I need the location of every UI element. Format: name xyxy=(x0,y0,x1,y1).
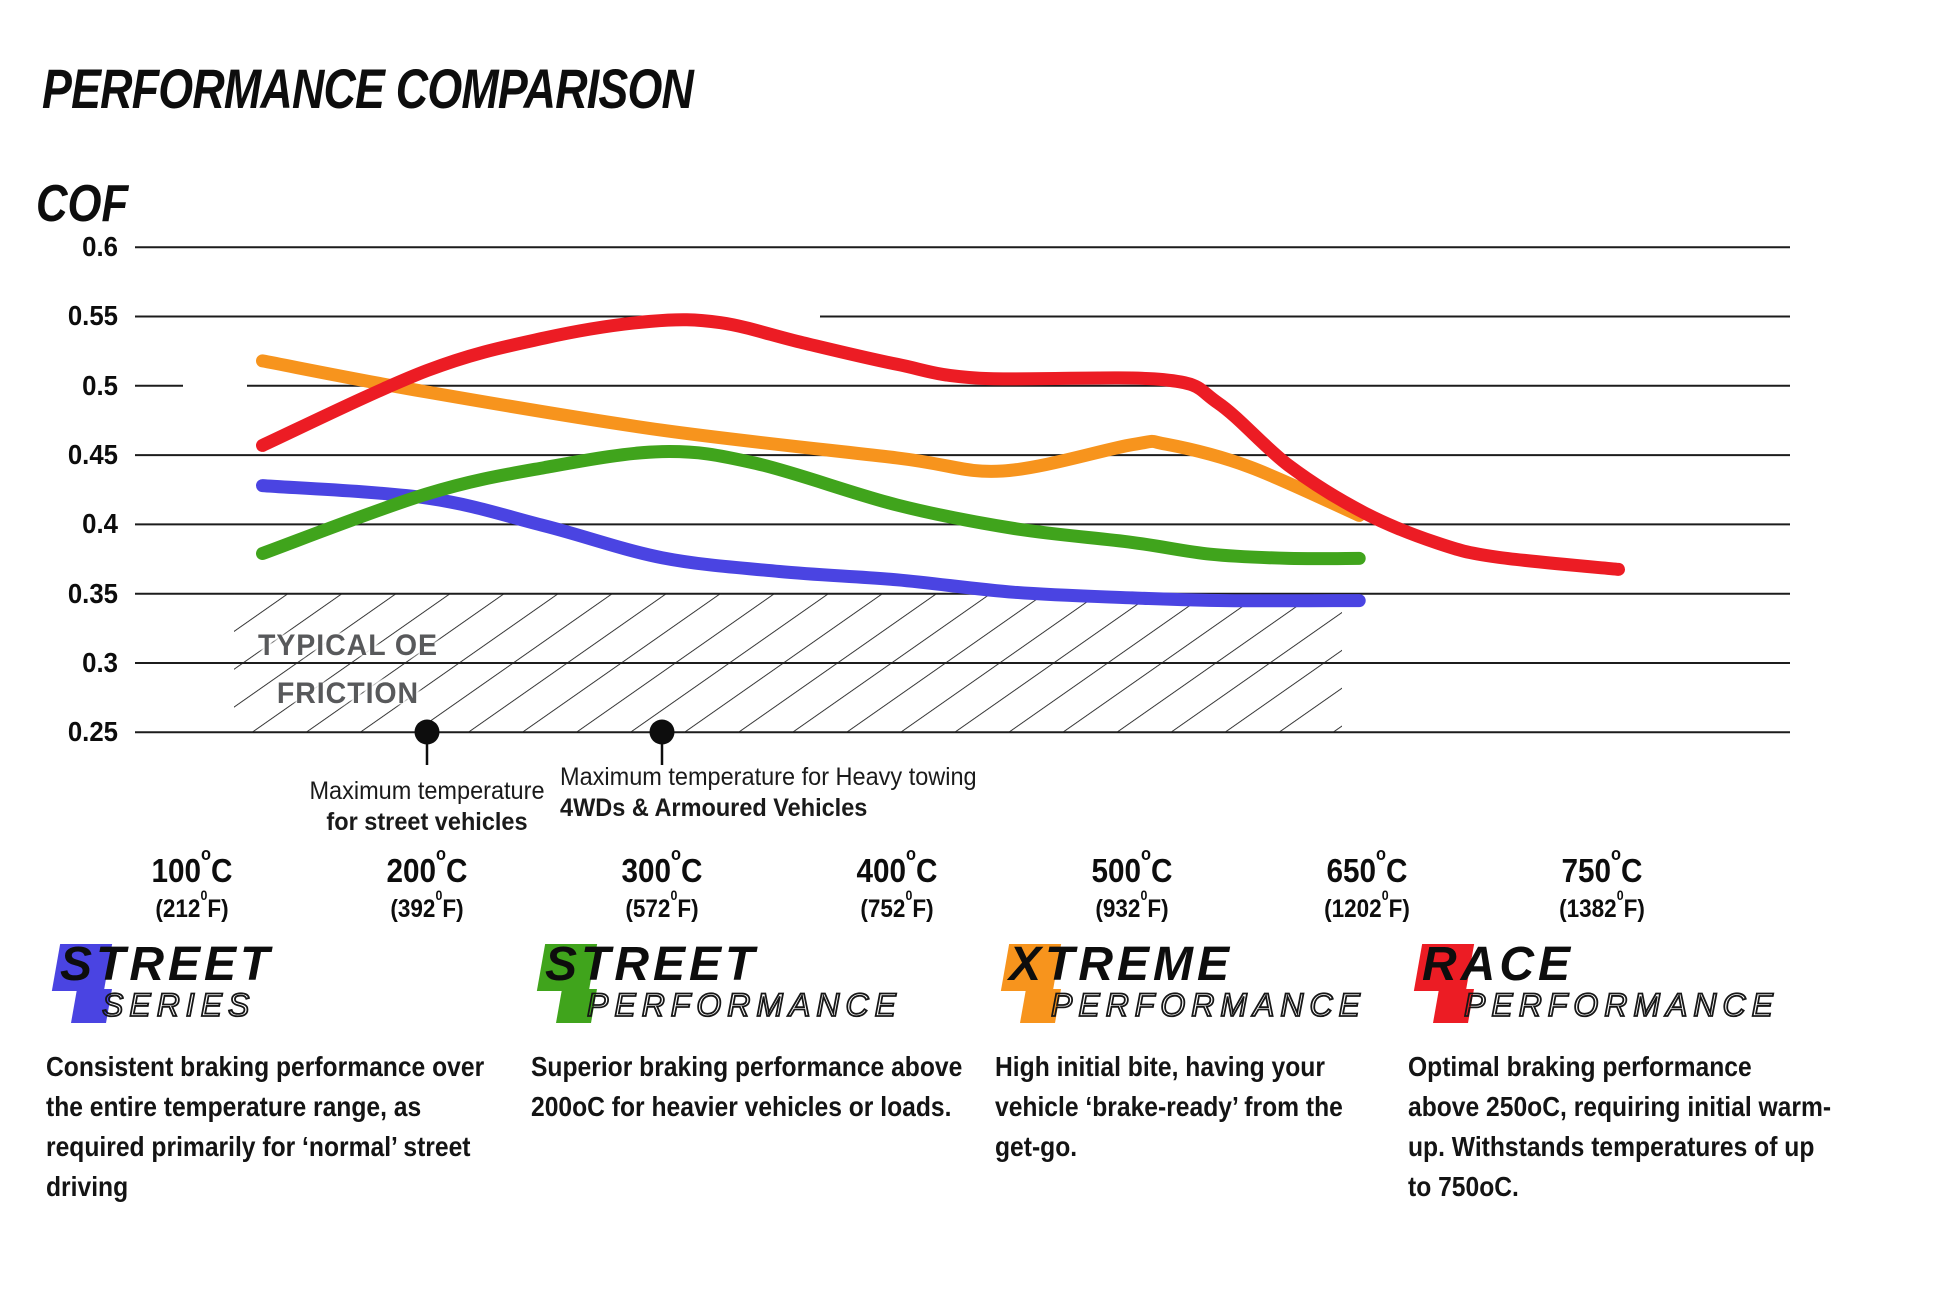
series-street-series xyxy=(256,479,1366,608)
x-tick-label-celsius: 300oC xyxy=(621,844,703,889)
oe-friction-hatch-band xyxy=(234,593,1342,733)
annotation-marker-1 xyxy=(414,719,440,765)
legend-description: Consistent braking performance over the e… xyxy=(46,1051,485,1202)
y-tick-label: 0.4 xyxy=(82,508,118,539)
x-tick-label-celsius: 100oC xyxy=(151,844,233,889)
annotation-line: Maximum temperature for Heavy towing xyxy=(560,763,977,791)
brand-name: XTREME xyxy=(1009,938,1234,991)
x-tick-label-fahrenheit: (12020F) xyxy=(1324,888,1410,923)
oe-friction-label-line1: TYPICAL OE xyxy=(257,629,438,662)
series-xtreme-performance xyxy=(256,354,1366,522)
x-tick-label-celsius: 500oC xyxy=(1091,844,1173,889)
y-tick-label: 0.6 xyxy=(82,231,118,262)
y-tick-label: 0.5 xyxy=(82,370,118,401)
x-tick-label-celsius: 650oC xyxy=(1326,844,1408,889)
brand-name: STREET xyxy=(545,938,759,991)
y-tick-label: 0.55 xyxy=(67,300,118,331)
y-tick-label: 0.35 xyxy=(67,578,118,609)
x-tick-label-fahrenheit: (5720F) xyxy=(625,888,699,923)
annotation-towing-max-temp: Maximum temperature for Heavy towing 4WD… xyxy=(560,762,977,824)
annotation-street-max-temp: Maximum temperature for street vehicles xyxy=(220,776,634,838)
x-tick-label-fahrenheit: (2120F) xyxy=(155,888,229,923)
series-race-performance xyxy=(256,313,1625,576)
y-tick-label: 0.25 xyxy=(67,716,118,747)
brand-name: RACE xyxy=(1422,938,1575,991)
annotation-line: Maximum temperature xyxy=(309,777,545,805)
chart-title: PERFORMANCE COMPARISON xyxy=(42,57,694,120)
x-tick-label-celsius: 750oC xyxy=(1561,844,1643,889)
annotation-line: for street vehicles xyxy=(326,808,528,836)
x-tick-label-celsius: 400oC xyxy=(856,844,938,889)
annotation-marker-2 xyxy=(649,719,675,765)
brand-mark-street-performance: STREET PERFORMANCE xyxy=(531,938,1011,1046)
brand-subname: PERFORMANCE xyxy=(586,986,902,1024)
x-tick-label-fahrenheit: (13820F) xyxy=(1559,888,1645,923)
legend-item-street-performance: STREET PERFORMANCE Superior braking perf… xyxy=(531,938,1011,1127)
brand-mark-street-series: STREET SERIES xyxy=(46,938,546,1046)
legend-description: Optimal braking performance above 250oC, … xyxy=(1408,1051,1832,1202)
x-tick-label-fahrenheit: (9320F) xyxy=(1095,888,1169,923)
series-street-performance xyxy=(256,445,1366,566)
legend-item-xtreme-performance: XTREME PERFORMANCE High initial bite, ha… xyxy=(995,938,1425,1167)
legend-description: High initial bite, having your vehicle ‘b… xyxy=(995,1051,1343,1162)
brand-mark-race-performance: RACE PERFORMANCE xyxy=(1408,938,1878,1046)
x-tick-label-fahrenheit: (3920F) xyxy=(390,888,464,923)
x-tick-label-celsius: 200oC xyxy=(386,844,468,889)
legend-item-race-performance: RACE PERFORMANCE Optimal braking perform… xyxy=(1408,938,1878,1207)
y-tick-label: 0.3 xyxy=(82,647,118,678)
brand-mark-xtreme-performance: XTREME PERFORMANCE xyxy=(995,938,1425,1046)
oe-friction-label: TYPICAL OE FRICTION xyxy=(245,622,450,718)
legend-description: Superior braking performance above 200oC … xyxy=(531,1051,963,1122)
annotation-line: 4WDs & Armoured Vehicles xyxy=(560,794,868,822)
legend-item-street-series: STREET SERIES Consistent braking perform… xyxy=(46,938,546,1207)
oe-friction-label-line2: FRICTION xyxy=(276,677,420,710)
x-tick-label-fahrenheit: (7520F) xyxy=(860,888,934,923)
brand-name: STREET xyxy=(60,938,274,991)
brand-subname: PERFORMANCE xyxy=(1463,986,1779,1024)
brand-subname: PERFORMANCE xyxy=(1050,986,1366,1024)
y-axis-title: COF xyxy=(36,175,129,233)
brand-subname: SERIES xyxy=(101,986,256,1024)
y-tick-label: 0.45 xyxy=(67,439,118,470)
